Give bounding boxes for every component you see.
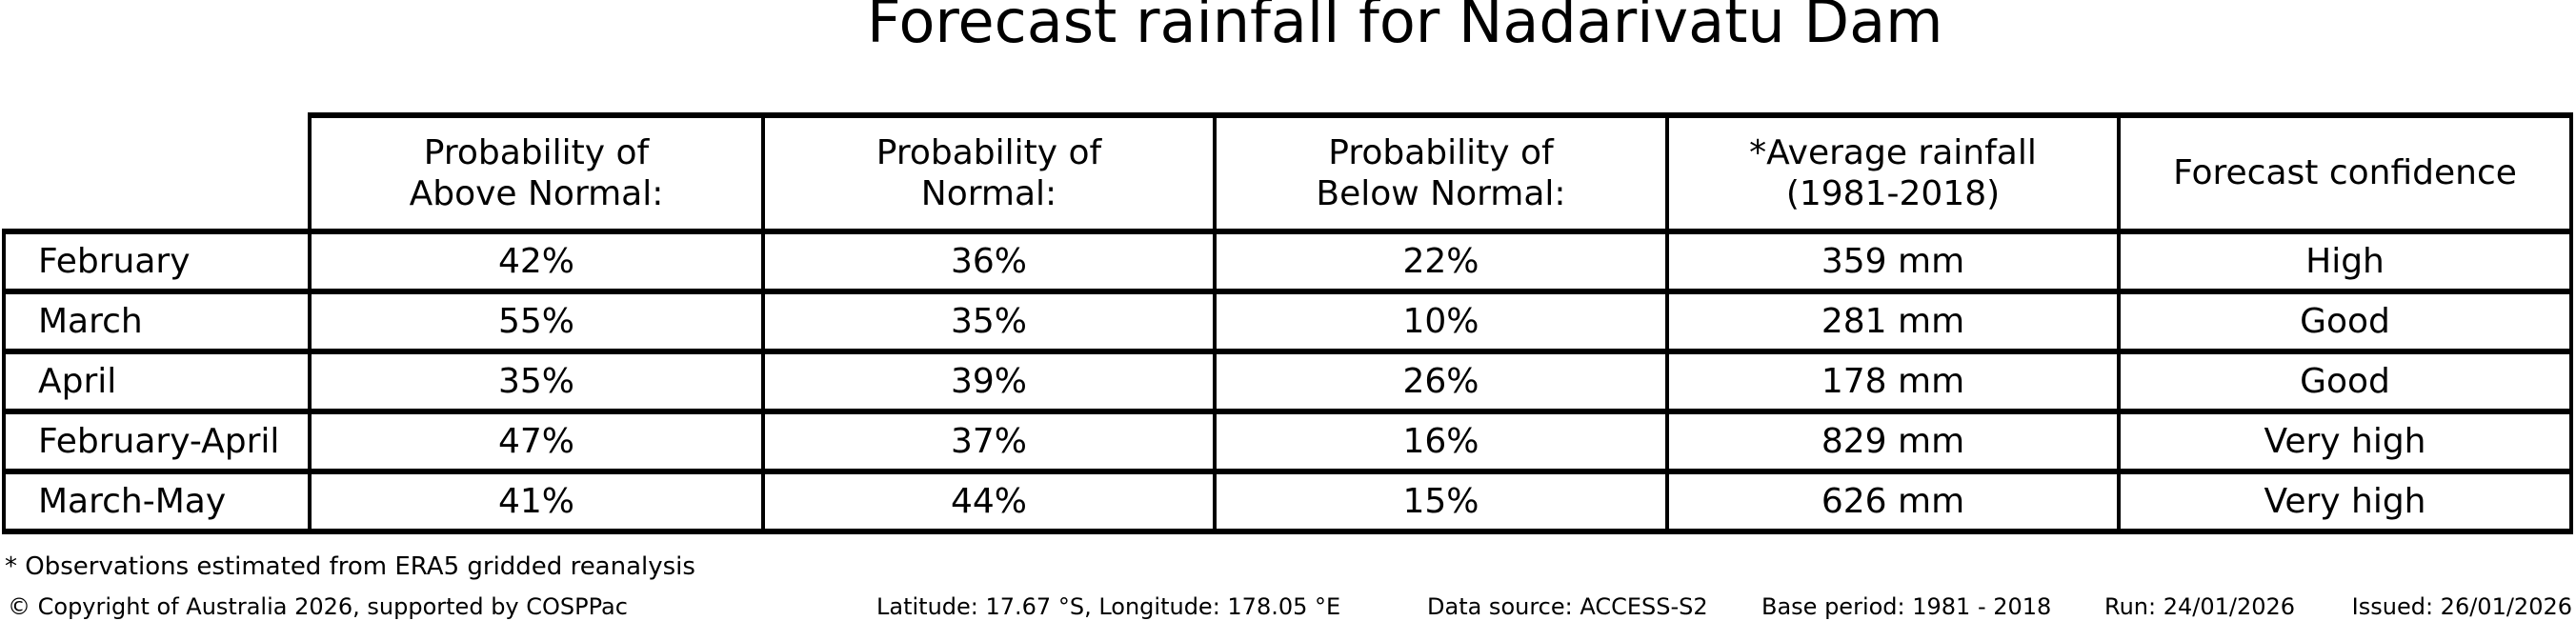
table-cell: 35% [308, 349, 765, 414]
table-cell: 42% [308, 229, 765, 294]
col-header-prob-normal: Probability of Normal: [761, 112, 1217, 234]
table-cell: 44% [761, 469, 1217, 534]
table-cell: 26% [1213, 349, 1669, 414]
table-cell: 41% [308, 469, 765, 534]
table-cell: Good [2117, 349, 2573, 414]
row-label-february: February [2, 229, 312, 294]
table-row-february-april: February-April 47% 37% 16% 829 mm Very h… [2, 409, 2573, 474]
table-corner-cell [4, 115, 310, 231]
run-date-text: Run: 24/01/2026 [2104, 593, 2296, 620]
table-cell: Very high [2117, 469, 2573, 534]
col-header-forecast-confidence: Forecast confidence [2117, 112, 2573, 234]
col-header-prob-above-normal: Probability of Above Normal: [308, 112, 765, 234]
table-cell: 35% [761, 289, 1217, 354]
copyright-text: © Copyright of Australia 2026, supported… [8, 593, 628, 620]
table-row-february: February 42% 36% 22% 359 mm High [2, 229, 2573, 294]
row-label-march: March [2, 289, 312, 354]
table-cell: 178 mm [1665, 349, 2121, 414]
page-title: Forecast rainfall for Nadarivatu Dam [867, 0, 1943, 56]
row-label-march-may: March-May [2, 469, 312, 534]
table-cell: 359 mm [1665, 229, 2121, 294]
table-cell: 281 mm [1665, 289, 2121, 354]
table-cell: 55% [308, 289, 765, 354]
table-cell: 626 mm [1665, 469, 2121, 534]
row-label-february-april: February-April [2, 409, 312, 474]
footnote-text: * Observations estimated from ERA5 gridd… [5, 552, 695, 581]
latitude-longitude-text: Latitude: 17.67 °S, Longitude: 178.05 °E [876, 593, 1341, 620]
table-header-row: Probability of Above Normal: Probability… [4, 112, 2573, 234]
base-period-text: Base period: 1981 - 2018 [1761, 593, 2052, 620]
col-header-prob-below-normal: Probability of Below Normal: [1213, 112, 1669, 234]
table-cell: 22% [1213, 229, 1669, 294]
table-cell: 829 mm [1665, 409, 2121, 474]
table-cell: Good [2117, 289, 2573, 354]
table-row-april: April 35% 39% 26% 178 mm Good [2, 349, 2573, 414]
table-cell: 47% [308, 409, 765, 474]
table-cell: 39% [761, 349, 1217, 414]
table-cell: 36% [761, 229, 1217, 294]
table-cell: 16% [1213, 409, 1669, 474]
table-cell: 10% [1213, 289, 1669, 354]
table-cell: Very high [2117, 409, 2573, 474]
forecast-table: Probability of Above Normal: Probability… [2, 112, 2573, 534]
issued-date-text: Issued: 26/01/2026 [2351, 593, 2572, 620]
row-label-april: April [2, 349, 312, 414]
table-cell: 37% [761, 409, 1217, 474]
table-row-march: March 55% 35% 10% 281 mm Good [2, 289, 2573, 354]
table-cell: High [2117, 229, 2573, 294]
col-header-avg-rainfall: *Average rainfall (1981-2018) [1665, 112, 2121, 234]
table-row-march-may: March-May 41% 44% 15% 626 mm Very high [2, 469, 2573, 534]
table-cell: 15% [1213, 469, 1669, 534]
data-source-text: Data source: ACCESS-S2 [1427, 593, 1708, 620]
